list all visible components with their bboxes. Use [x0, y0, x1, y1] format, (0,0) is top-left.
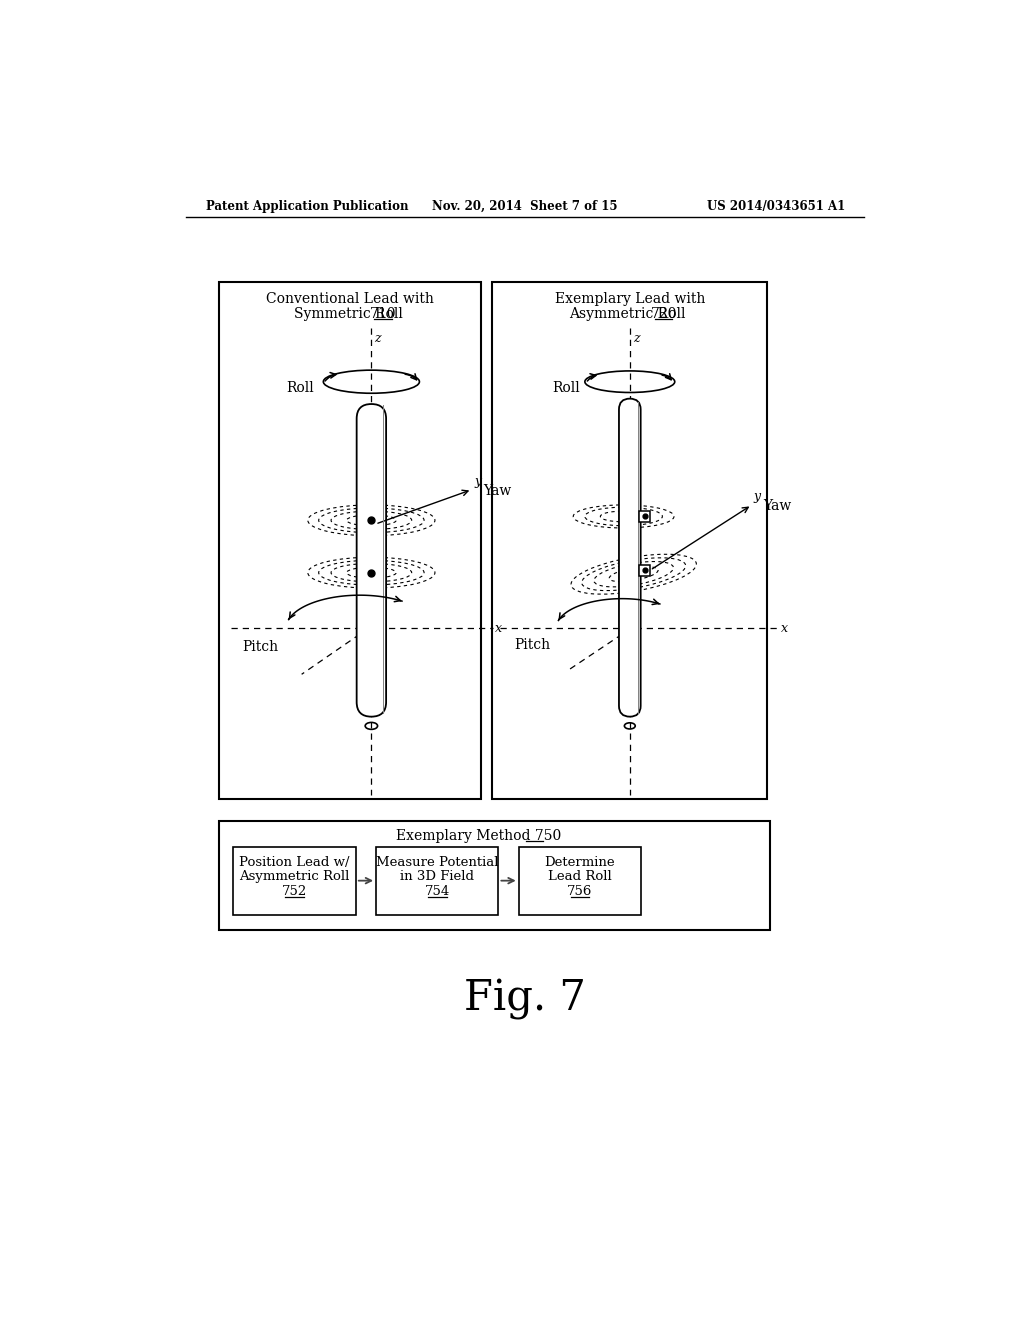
Text: Lead Roll: Lead Roll: [548, 870, 611, 883]
Text: 710: 710: [370, 308, 396, 321]
FancyBboxPatch shape: [618, 399, 641, 717]
Text: US 2014/0343651 A1: US 2014/0343651 A1: [707, 199, 845, 213]
Text: Patent Application Publication: Patent Application Publication: [206, 199, 408, 213]
Text: Measure Potential: Measure Potential: [376, 855, 499, 869]
Text: Yaw: Yaw: [483, 484, 511, 498]
Text: y: y: [474, 475, 481, 488]
Text: Pitch: Pitch: [243, 640, 279, 655]
Text: y: y: [754, 490, 761, 503]
Text: Yaw: Yaw: [763, 499, 791, 513]
Text: z: z: [375, 331, 381, 345]
Text: 756: 756: [567, 884, 593, 898]
Text: Nov. 20, 2014  Sheet 7 of 15: Nov. 20, 2014 Sheet 7 of 15: [432, 199, 617, 213]
Text: Exemplary Method 750: Exemplary Method 750: [396, 829, 562, 843]
Bar: [233, 847, 356, 915]
Text: Conventional Lead with: Conventional Lead with: [266, 292, 434, 305]
FancyBboxPatch shape: [356, 404, 386, 717]
Text: Asymmetric Roll: Asymmetric Roll: [240, 870, 350, 883]
Bar: [639, 565, 650, 576]
Text: 720: 720: [650, 308, 677, 321]
Bar: [493, 281, 767, 799]
Text: Roll: Roll: [552, 381, 580, 395]
Bar: [518, 847, 641, 915]
Text: Position Lead w/: Position Lead w/: [240, 855, 350, 869]
Text: in 3D Field: in 3D Field: [400, 870, 474, 883]
Bar: [219, 821, 770, 929]
Text: x: x: [781, 622, 788, 635]
Text: Symmetric Roll: Symmetric Roll: [294, 308, 408, 321]
Bar: [639, 511, 650, 521]
Text: Exemplary Lead with: Exemplary Lead with: [555, 292, 705, 305]
Text: z: z: [633, 331, 640, 345]
Text: 752: 752: [282, 884, 307, 898]
Text: Determine: Determine: [545, 855, 615, 869]
Text: Roll: Roll: [286, 381, 314, 395]
Text: Pitch: Pitch: [514, 638, 550, 652]
Text: Fig. 7: Fig. 7: [464, 978, 586, 1020]
Bar: [376, 847, 499, 915]
Text: x: x: [496, 622, 503, 635]
Text: 754: 754: [425, 884, 450, 898]
Text: Asymmetric Roll: Asymmetric Roll: [569, 308, 690, 321]
Bar: [219, 281, 481, 799]
